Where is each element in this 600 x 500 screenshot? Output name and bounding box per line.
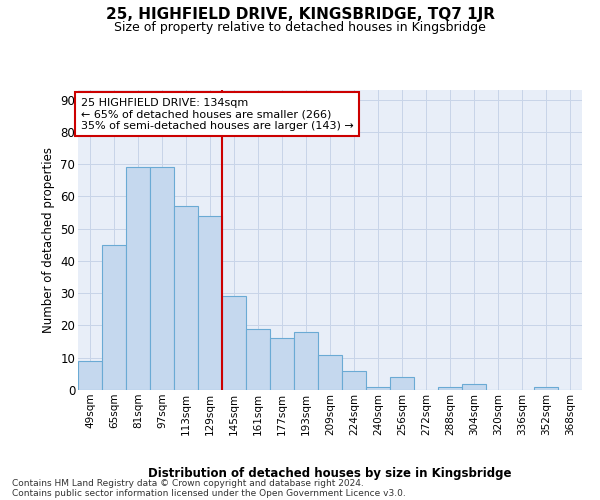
Bar: [318, 354, 342, 390]
Bar: [270, 338, 294, 390]
Bar: [102, 245, 126, 390]
Bar: [438, 387, 462, 390]
Bar: [342, 370, 366, 390]
Bar: [366, 387, 390, 390]
Bar: [78, 361, 102, 390]
Text: Distribution of detached houses by size in Kingsbridge: Distribution of detached houses by size …: [148, 468, 512, 480]
Bar: [390, 377, 414, 390]
Bar: [174, 206, 198, 390]
Bar: [198, 216, 222, 390]
Bar: [462, 384, 486, 390]
Bar: [294, 332, 318, 390]
Bar: [150, 168, 174, 390]
Text: 25, HIGHFIELD DRIVE, KINGSBRIDGE, TQ7 1JR: 25, HIGHFIELD DRIVE, KINGSBRIDGE, TQ7 1J…: [106, 8, 494, 22]
Y-axis label: Number of detached properties: Number of detached properties: [42, 147, 55, 333]
Bar: [126, 168, 150, 390]
Bar: [222, 296, 246, 390]
Text: Size of property relative to detached houses in Kingsbridge: Size of property relative to detached ho…: [114, 21, 486, 34]
Text: Contains public sector information licensed under the Open Government Licence v3: Contains public sector information licen…: [12, 489, 406, 498]
Bar: [534, 387, 558, 390]
Bar: [246, 328, 270, 390]
Text: Contains HM Land Registry data © Crown copyright and database right 2024.: Contains HM Land Registry data © Crown c…: [12, 479, 364, 488]
Text: 25 HIGHFIELD DRIVE: 134sqm
← 65% of detached houses are smaller (266)
35% of sem: 25 HIGHFIELD DRIVE: 134sqm ← 65% of deta…: [80, 98, 353, 130]
